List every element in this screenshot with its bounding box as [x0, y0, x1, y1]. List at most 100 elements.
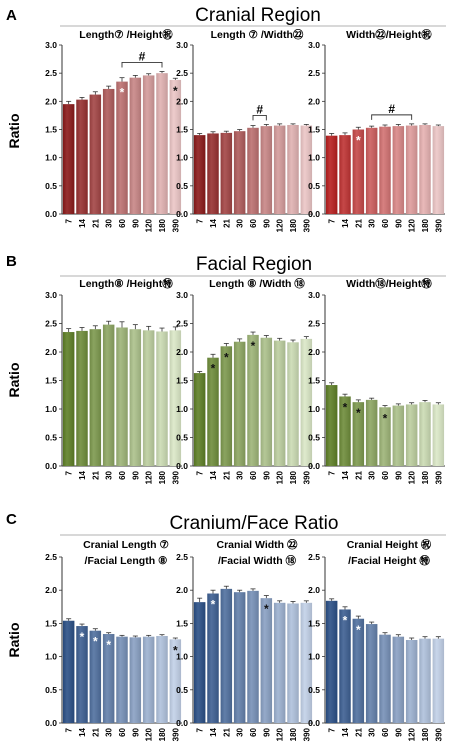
x-tick-label: 390 [434, 727, 443, 741]
section-a-letter: A [6, 7, 17, 24]
y-tick-label: 0.5 [308, 181, 320, 191]
x-tick-label: 60 [249, 727, 258, 736]
bar-shading [339, 135, 351, 214]
significance-asterisk: * [173, 84, 178, 98]
x-tick-label: 14 [341, 218, 350, 227]
x-tick-label: 21 [354, 218, 363, 227]
bar-shading [260, 598, 273, 723]
significance-asterisk: * [383, 411, 388, 425]
chart-title-line: Length⑦ /Height㊗ [79, 28, 173, 41]
bar-shading [156, 636, 168, 723]
y-tick-label: 3.0 [308, 40, 320, 50]
significance-asterisk: * [264, 602, 269, 616]
bar-shading [247, 334, 259, 466]
bar-shading [116, 636, 128, 723]
bar-shading [233, 341, 246, 466]
x-tick-label: 180 [158, 470, 167, 484]
x-tick-label: 90 [262, 470, 271, 479]
x-tick-label: 90 [131, 470, 140, 479]
x-tick-label: 14 [209, 218, 218, 227]
significance-asterisk: * [356, 406, 361, 420]
section-c-header: C Cranium/Face Ratio [6, 511, 446, 536]
x-tick-label: 120 [276, 470, 285, 484]
x-tick-label: 120 [145, 470, 154, 484]
x-tick-label: 60 [381, 727, 390, 736]
y-tick-label: 2.0 [45, 96, 57, 106]
x-tick-label: 390 [171, 470, 180, 484]
bar-shading [207, 593, 219, 723]
y-tick-label: 2.0 [176, 347, 188, 357]
significance-asterisk: * [173, 643, 178, 657]
x-tick-label: 14 [78, 470, 87, 479]
y-tick-label: 2.5 [308, 319, 320, 329]
chart-title-line: Length ⑦ /Width㉒ [211, 28, 304, 41]
significance-asterisk: * [251, 339, 256, 353]
x-tick-label: 120 [408, 218, 417, 232]
x-tick-label: 30 [105, 470, 114, 479]
chart-1: Length⑦ /Height㊗ 0.0 0.5 1.0 1.5 2.0 2.5 3.0 7 14… [45, 28, 182, 232]
y-tick-label: 2.0 [45, 585, 57, 595]
chart-title-line: Width⑱/Height㊕ [346, 277, 432, 290]
significance-asterisk: * [211, 362, 216, 376]
bar-shading [193, 602, 206, 723]
bar-shading [129, 329, 142, 466]
chart-8: Cranial Width ㉒/Facial Width ⑱ 0.0 0.5 1.0 1… [176, 538, 313, 741]
bar-shading [365, 624, 378, 723]
y-tick-label: 3.0 [176, 290, 188, 300]
y-tick-label: 0.0 [308, 461, 320, 471]
bar-shading [339, 396, 351, 466]
y-tick-label: 2.5 [45, 552, 57, 562]
x-tick-label: 120 [145, 218, 154, 232]
x-tick-label: 7 [328, 470, 337, 475]
x-tick-label: 21 [91, 470, 100, 479]
y-tick-label: 3.0 [45, 290, 57, 300]
x-tick-label: 30 [368, 218, 377, 227]
x-tick-label: 60 [118, 218, 127, 227]
x-tick-label: 21 [354, 727, 363, 736]
x-tick-label: 120 [276, 727, 285, 741]
bar-shading [392, 126, 405, 214]
bar-shading [432, 638, 445, 723]
y-tick-label: 2.5 [176, 319, 188, 329]
bar-shading [102, 634, 115, 723]
x-tick-label: 60 [118, 470, 127, 479]
chart-9: Cranial Height ㊗ /Facial Height ㊕ 0.0 0.5 1.… [308, 538, 445, 741]
x-tick-label: 14 [341, 727, 350, 736]
y-tick-label: 0.5 [45, 433, 57, 443]
x-tick-label: 21 [222, 470, 231, 479]
y-tick-label: 1.5 [308, 618, 320, 628]
chart-title-line: Cranial Height ㊗ [347, 538, 432, 551]
x-tick-label: 180 [289, 727, 298, 741]
x-tick-label: 90 [394, 470, 403, 479]
significance-hash: # [139, 49, 146, 63]
chart-title-line: Cranial Width ㉒ [217, 538, 298, 551]
y-tick-label: 0.5 [45, 181, 57, 191]
bar-shading [89, 329, 102, 466]
x-tick-label: 120 [145, 727, 154, 741]
y-tick-label: 1.5 [45, 376, 57, 386]
bar-shading [432, 404, 445, 466]
significance-bracket [121, 62, 163, 68]
y-tick-label: 1.5 [176, 618, 188, 628]
bar-shading [287, 124, 299, 214]
chart-title-line: Cranial Length ⑦ [83, 539, 169, 551]
y-tick-label: 2.5 [308, 68, 320, 78]
chart-3: Width㉒/Height㊗ 0.0 0.5 1.0 1.5 2.0 2.5 3.0 7 14 21… [308, 28, 445, 232]
y-tick-label: 1.5 [176, 376, 188, 386]
significance-bracket [252, 114, 267, 121]
chart-title-line: Length ⑧ /Width ⑱ [209, 277, 305, 290]
y-axis-label-b: Ratio [6, 363, 22, 398]
bar-shading [116, 81, 128, 214]
y-tick-label: 0.0 [176, 461, 188, 471]
bar-shading [325, 600, 338, 723]
x-tick-label: 390 [302, 218, 311, 232]
bar-shading [405, 125, 418, 214]
x-tick-label: 30 [236, 470, 245, 479]
bar-shading [300, 338, 313, 466]
chart-title-line: Width㉒/Height㊗ [346, 28, 432, 41]
x-tick-label: 14 [78, 218, 87, 227]
y-tick-label: 2.0 [176, 96, 188, 106]
chart-title-line: Length⑧ /Height㊕ [79, 277, 173, 290]
y-tick-label: 1.5 [308, 125, 320, 135]
bar-shading [352, 402, 365, 466]
